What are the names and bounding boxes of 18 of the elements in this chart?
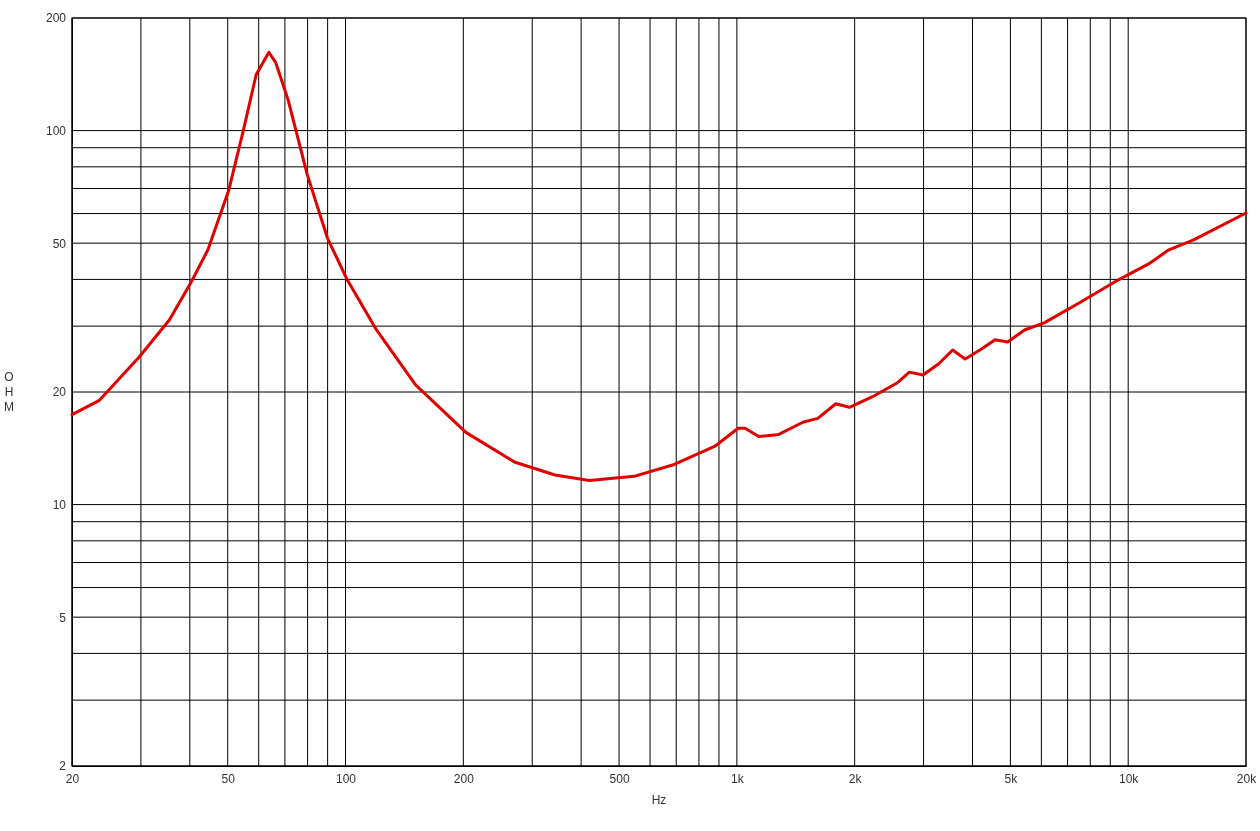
y-tick-label: 5 bbox=[59, 610, 67, 625]
x-tick-label: 100 bbox=[336, 771, 357, 786]
x-tick-label: 1k bbox=[731, 771, 745, 786]
y-tick-label: 10 bbox=[52, 497, 67, 512]
y-axis-title: OHM bbox=[4, 370, 14, 414]
x-tick-label: 10k bbox=[1119, 771, 1140, 786]
y-tick-label: 100 bbox=[45, 123, 67, 138]
y-tick-label: 20 bbox=[52, 385, 67, 400]
x-tick-label: 2k bbox=[848, 771, 863, 786]
x-tick-label: 5k bbox=[1004, 771, 1019, 786]
x-tick-label: 50 bbox=[221, 771, 236, 786]
x-tick-label: 500 bbox=[609, 771, 630, 786]
y-tick-label: 2 bbox=[59, 759, 67, 774]
x-tick-label: 200 bbox=[453, 771, 475, 786]
x-axis-title: Hz bbox=[651, 793, 667, 807]
y-tick-label: 200 bbox=[45, 11, 67, 26]
y-tick-label: 50 bbox=[52, 236, 67, 251]
x-tick-label: 20k bbox=[1236, 771, 1258, 786]
